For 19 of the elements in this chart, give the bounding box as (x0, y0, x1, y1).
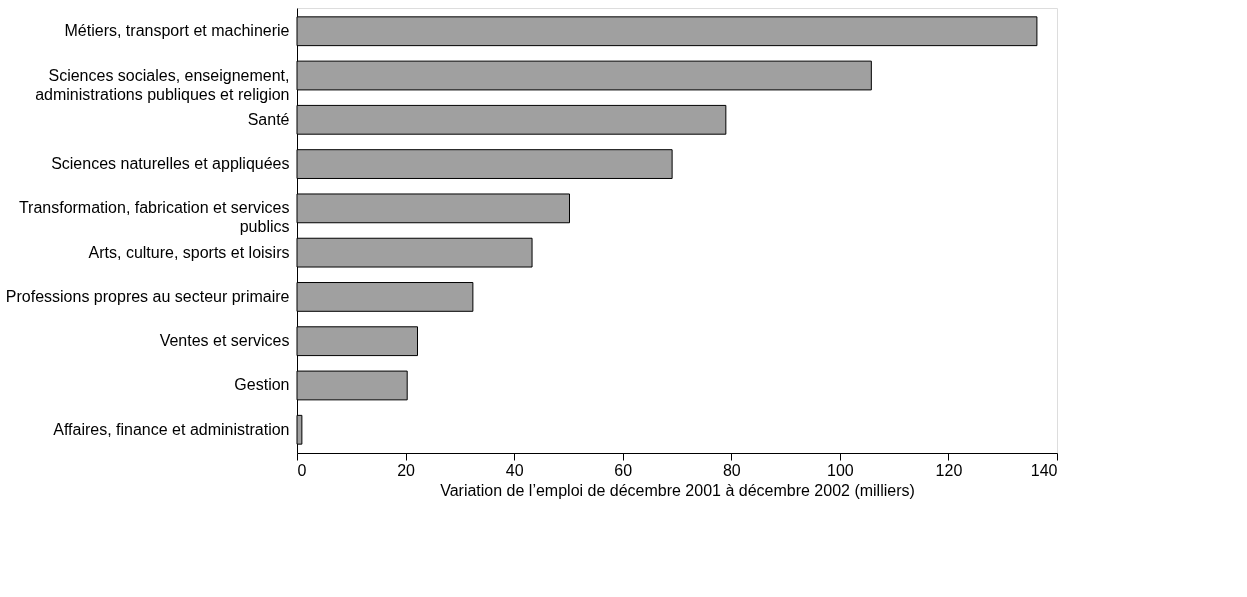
y-tick-label: Ventes et services (159, 332, 290, 350)
x-tick-label: 60 (614, 461, 633, 479)
x-tick-label: 140 (1030, 461, 1058, 479)
y-tick-label: Professions propres au secteur primaire (5, 287, 290, 305)
x-tick-label: 120 (935, 461, 963, 479)
y-tick-label: Arts, culture, sports et loisirs (88, 243, 290, 261)
y-tick-label: Affaires, finance et administration (53, 420, 290, 438)
x-axis-title: Variation de l’emploi de décembre 2001 à décembre 2002 (milliers) (440, 481, 915, 499)
x-tick-label: 40 (505, 461, 524, 479)
x-tick-label: 100 (827, 461, 854, 479)
y-tick-label: Sciences naturelles et appliquées (51, 155, 290, 173)
y-tick-label: Métiers, transport et machinerie (64, 22, 290, 40)
y-tick-label: Gestion (234, 376, 290, 394)
y-tick-label: Sciences sociales, enseignement, administrations publiques et religion (35, 66, 290, 103)
x-tick-label: 80 (722, 461, 741, 479)
y-tick-label: Santé (247, 110, 290, 128)
x-tick-label: 20 (397, 461, 416, 479)
y-tick-label: Transformation, fabrication et services publics (18, 199, 290, 236)
x-tick-label: 0 (297, 461, 307, 479)
